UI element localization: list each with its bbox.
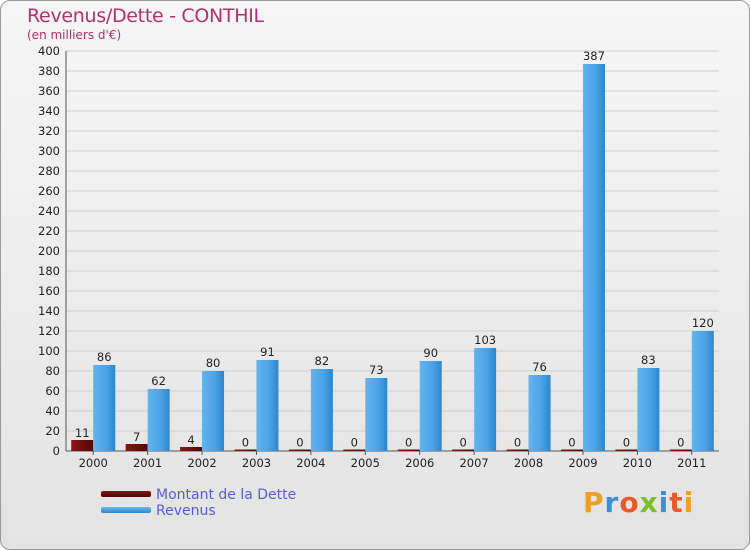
data-label-revenus: 80 xyxy=(206,356,221,370)
y-tick-label: 160 xyxy=(38,284,60,298)
x-tick-label: 2003 xyxy=(242,456,271,470)
legend-label-dette: Montant de la Dette xyxy=(156,487,297,503)
x-tick-label: 2005 xyxy=(351,456,380,470)
data-label-revenus: 91 xyxy=(260,345,275,359)
bar-revenus xyxy=(202,371,225,451)
y-tick-label: 280 xyxy=(38,164,60,178)
bar-dette xyxy=(615,449,638,451)
brand-letter: r xyxy=(604,486,620,519)
y-tick-label: 0 xyxy=(53,444,60,458)
legend-swatch-dette xyxy=(101,491,151,497)
y-tick-label: 400 xyxy=(38,44,60,58)
bar-dette xyxy=(452,449,475,451)
x-tick-label: 2010 xyxy=(623,456,652,470)
bar-dette xyxy=(180,447,203,451)
y-tick-label: 180 xyxy=(38,264,60,278)
x-tick-label: 2001 xyxy=(133,456,162,470)
data-label-dette: 11 xyxy=(75,426,90,440)
x-tick-label: 2009 xyxy=(568,456,597,470)
bar-revenus xyxy=(419,361,442,451)
chart-title: Revenus/Dette - CONTHIL xyxy=(27,5,264,27)
y-tick-label: 240 xyxy=(38,204,60,218)
data-label-revenus: 62 xyxy=(151,374,166,388)
x-tick-label: 2007 xyxy=(459,456,488,470)
y-tick-label: 380 xyxy=(38,64,60,78)
x-tick-label: 2008 xyxy=(514,456,543,470)
brand-letter: x xyxy=(639,486,659,519)
data-label-dette: 0 xyxy=(351,436,358,450)
data-label-dette: 7 xyxy=(133,430,140,444)
data-label-revenus: 120 xyxy=(692,316,714,330)
y-tick-label: 120 xyxy=(38,324,60,338)
chart-subtitle: (en milliers d'€) xyxy=(27,28,122,42)
y-tick-label: 40 xyxy=(45,404,60,418)
data-label-dette: 0 xyxy=(514,436,521,450)
bar-dette xyxy=(560,449,583,451)
y-tick-label: 20 xyxy=(45,424,60,438)
data-label-revenus: 82 xyxy=(315,354,330,368)
data-label-revenus: 86 xyxy=(97,350,112,364)
bar-dette xyxy=(71,440,94,451)
bar-dette xyxy=(125,444,148,451)
bar-revenus xyxy=(691,331,714,451)
bar-revenus xyxy=(147,389,170,451)
x-tick-label: 2002 xyxy=(187,456,216,470)
data-label-dette: 0 xyxy=(405,436,412,450)
y-tick-label: 200 xyxy=(38,244,60,258)
y-tick-label: 140 xyxy=(38,304,60,318)
y-tick-label: 320 xyxy=(38,124,60,138)
data-label-dette: 0 xyxy=(623,436,630,450)
y-tick-label: 260 xyxy=(38,184,60,198)
brand-letter: t xyxy=(669,486,684,519)
y-tick-label: 100 xyxy=(38,344,60,358)
data-label-revenus: 90 xyxy=(423,346,438,360)
data-label-revenus: 387 xyxy=(583,49,605,63)
y-tick-label: 220 xyxy=(38,224,60,238)
x-tick-label: 2011 xyxy=(677,456,706,470)
brand-letter: o xyxy=(619,486,640,519)
bar-dette xyxy=(234,449,257,451)
bar-revenus xyxy=(365,378,388,451)
data-label-dette: 0 xyxy=(459,436,466,450)
bar-dette xyxy=(397,449,420,451)
x-tick-label: 2004 xyxy=(296,456,325,470)
data-label-revenus: 73 xyxy=(369,363,384,377)
bar-dette xyxy=(343,449,366,451)
bar-revenus xyxy=(474,348,497,451)
bar-revenus xyxy=(310,369,333,451)
x-tick-label: 2006 xyxy=(405,456,434,470)
x-tick-label: 2000 xyxy=(79,456,108,470)
bar-revenus xyxy=(528,375,551,451)
bar-revenus xyxy=(582,64,605,451)
brand-letter: P xyxy=(583,486,605,519)
data-label-dette: 0 xyxy=(568,436,575,450)
data-label-revenus: 83 xyxy=(641,353,656,367)
brand-logo: Proxiti xyxy=(583,486,694,519)
brand-letter: i xyxy=(658,486,670,519)
y-tick-label: 340 xyxy=(38,104,60,118)
y-tick-label: 360 xyxy=(38,84,60,98)
bar-dette xyxy=(669,449,692,451)
brand-letter: i xyxy=(683,486,695,519)
data-label-revenus: 103 xyxy=(474,333,496,347)
bar-dette xyxy=(506,449,529,451)
legend-swatch-revenus xyxy=(101,507,151,513)
data-label-revenus: 76 xyxy=(532,360,547,374)
legend-label-revenus: Revenus xyxy=(156,503,216,519)
data-label-dette: 4 xyxy=(187,433,194,447)
data-label-dette: 0 xyxy=(242,436,249,450)
bar-revenus xyxy=(637,368,660,451)
bar-dette xyxy=(288,449,311,451)
bar-revenus xyxy=(256,360,279,451)
y-tick-label: 80 xyxy=(45,364,60,378)
data-label-dette: 0 xyxy=(677,436,684,450)
y-tick-label: 300 xyxy=(38,144,60,158)
bar-revenus xyxy=(93,365,116,451)
data-label-dette: 0 xyxy=(296,436,303,450)
y-tick-label: 60 xyxy=(45,384,60,398)
